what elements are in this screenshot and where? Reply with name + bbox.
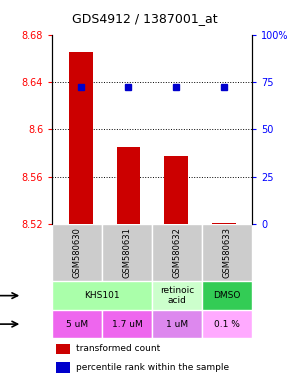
Bar — [102, 224, 152, 281]
Bar — [212, 223, 235, 224]
Bar — [202, 224, 252, 281]
Bar — [152, 224, 202, 281]
Text: GSM580630: GSM580630 — [73, 227, 82, 278]
Text: GSM580631: GSM580631 — [123, 227, 132, 278]
Text: GSM580633: GSM580633 — [223, 227, 232, 278]
Bar — [52, 224, 102, 281]
Bar — [202, 281, 252, 310]
Text: DMSO: DMSO — [214, 291, 241, 300]
Bar — [202, 310, 252, 338]
Text: KHS101: KHS101 — [84, 291, 120, 300]
Bar — [69, 52, 93, 224]
Text: GDS4912 / 1387001_at: GDS4912 / 1387001_at — [72, 12, 218, 25]
Text: 1.7 uM: 1.7 uM — [112, 319, 143, 329]
Bar — [52, 281, 152, 310]
Text: 0.1 %: 0.1 % — [214, 319, 240, 329]
Bar — [152, 310, 202, 338]
Text: transformed count: transformed count — [76, 344, 160, 354]
Bar — [52, 310, 102, 338]
Bar — [56, 344, 70, 354]
Text: percentile rank within the sample: percentile rank within the sample — [76, 363, 229, 372]
Bar — [117, 147, 140, 224]
Text: 1 uM: 1 uM — [166, 319, 188, 329]
Bar — [56, 362, 70, 372]
Bar — [164, 156, 188, 224]
Bar — [102, 310, 152, 338]
Text: 5 uM: 5 uM — [66, 319, 88, 329]
Bar — [152, 281, 202, 310]
Text: GSM580632: GSM580632 — [173, 227, 182, 278]
Text: retinoic
acid: retinoic acid — [160, 286, 194, 305]
